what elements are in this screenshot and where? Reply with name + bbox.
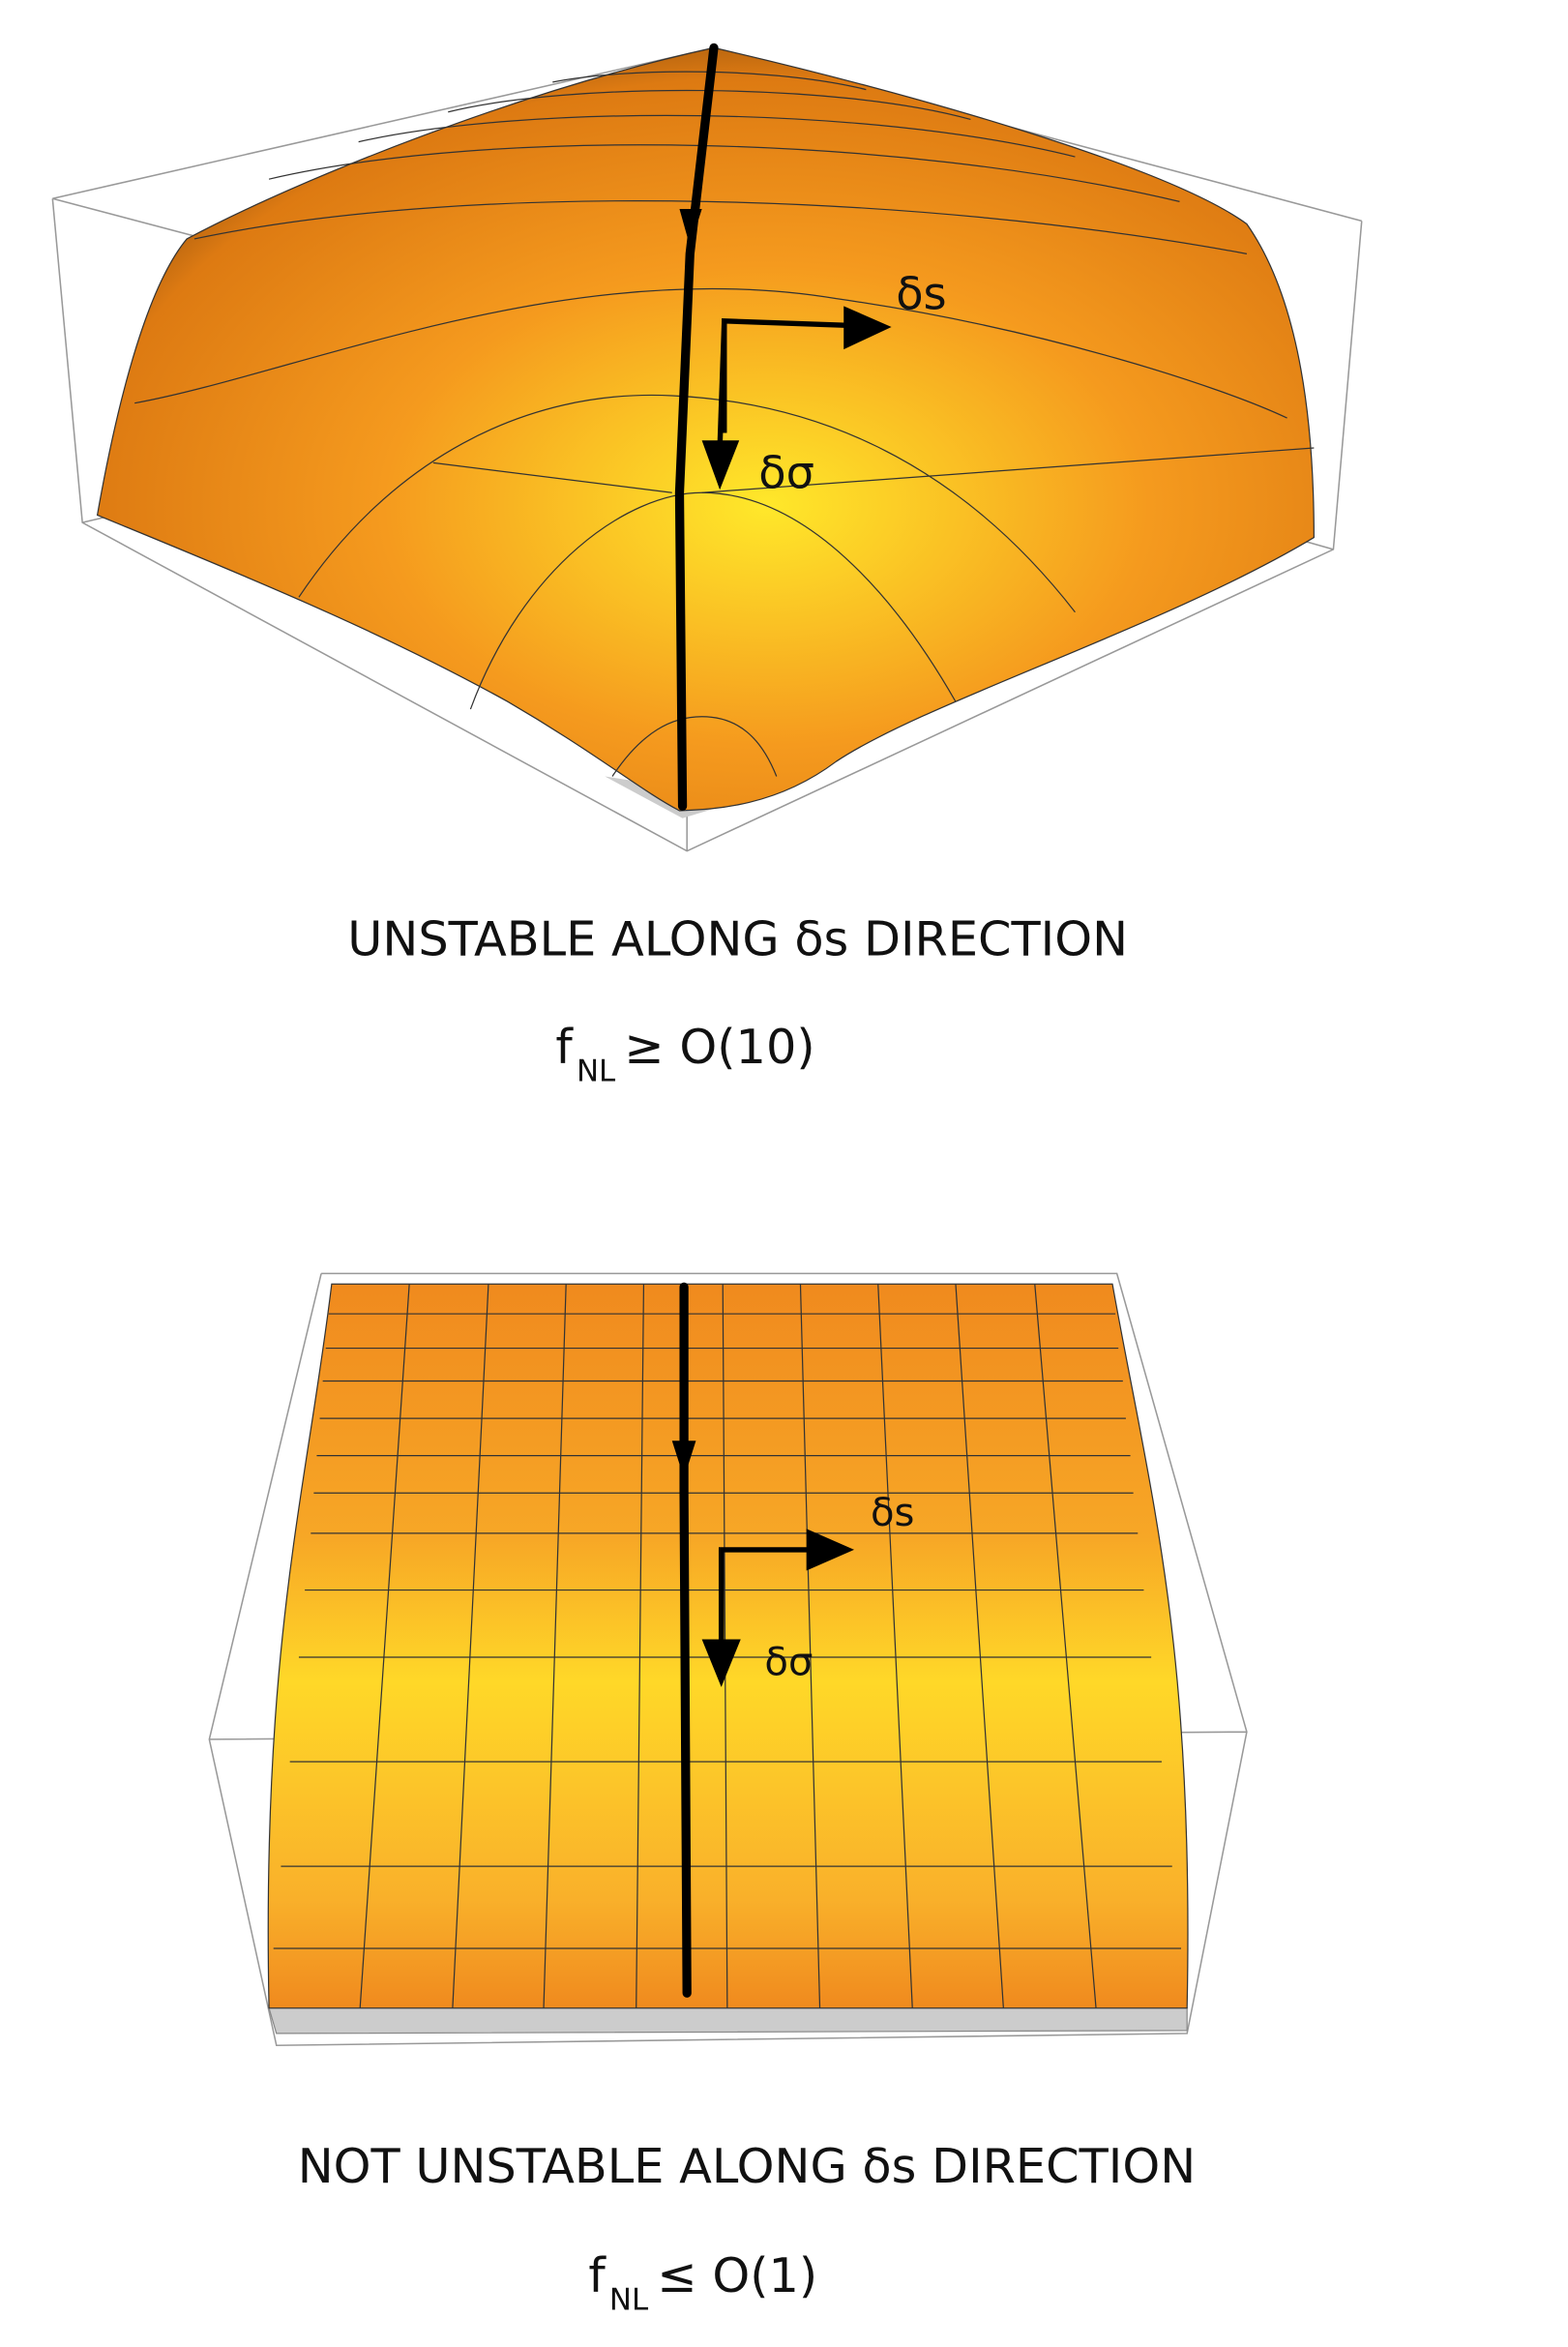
arrowhead [843, 306, 892, 350]
label-dsigma: δσ [764, 1641, 813, 1685]
arrowhead [679, 209, 702, 247]
caption: NOT UNSTABLE ALONG δs DIRECTION [298, 2138, 1196, 2194]
label-ds: δs [871, 1491, 914, 1535]
arrowhead [671, 1441, 696, 1478]
label-dsigma: δσ [758, 447, 814, 499]
f: f [555, 1019, 574, 1075]
f: f [588, 2247, 606, 2303]
surface [96, 46, 1315, 812]
subscript: NL [609, 2282, 649, 2317]
subscript: NL [577, 1054, 616, 1088]
gray-base [268, 2007, 1188, 2035]
trajectory [674, 43, 719, 811]
arrowhead [701, 1639, 741, 1687]
contours [134, 71, 1315, 777]
bottom-plot: δs δσ [208, 1272, 1248, 2047]
arrowhead [806, 1529, 855, 1571]
relation: ≤ O(1) [657, 2247, 817, 2303]
label-ds: δs [896, 267, 946, 319]
relation: ≥ O(10) [624, 1019, 814, 1075]
top-plot: δs δσ [51, 43, 1363, 852]
condition: f NL ≤ O(1) [588, 2247, 817, 2318]
condition: f NL ≥ O(10) [555, 1019, 814, 1089]
trajectory [679, 1282, 692, 1998]
arrow-dsigma [717, 320, 727, 449]
arrowhead [701, 440, 740, 490]
caption: UNSTABLE ALONG δs DIRECTION [347, 911, 1128, 967]
